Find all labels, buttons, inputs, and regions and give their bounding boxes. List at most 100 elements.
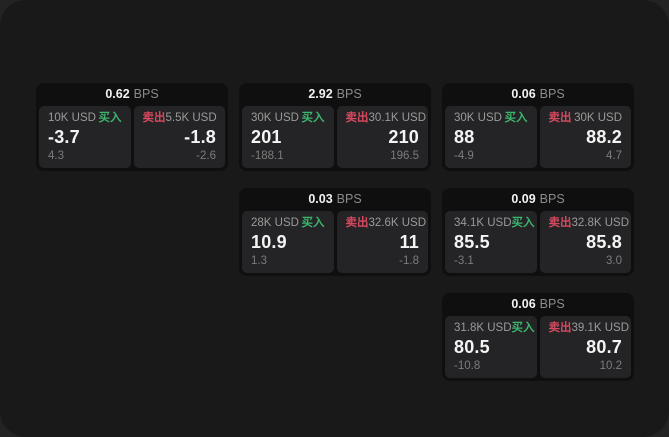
panels-row: 31.8K USD 买入 80.5 -10.8 卖出 39.1K USD 80.… [445,316,631,378]
buy-size-label: 10K USD [48,112,96,124]
sell-price: 80.7 [586,336,622,357]
bps-header: 2.92 BPS [242,83,428,106]
bps-value: 0.06 [511,297,536,312]
buy-toprow: 30K USD 买入 [251,112,325,125]
buy-size-label: 28K USD [251,217,299,229]
buy-price: 85.5 [454,231,490,252]
buy-toprow: 28K USD 买入 [251,217,325,230]
buy-size-label: 30K USD [454,112,502,124]
sell-delta: 3.0 [606,254,622,267]
bps-value: 2.92 [308,87,333,102]
bps-unit-label: BPS [133,87,159,102]
panels-row: 30K USD 买入 201 -188.1 卖出 30.1K USD 210 1… [242,106,428,168]
bps-header: 0.03 BPS [242,188,428,211]
sell-price: 85.8 [586,231,622,252]
buy-price: 201 [251,126,282,147]
sell-side-label: 卖出 [142,112,166,124]
sell-delta: -1.8 [399,254,419,267]
bps-header: 0.06 BPS [445,83,631,106]
sell-panel[interactable]: 卖出 32.6K USD 11 -1.8 [336,211,428,273]
buy-price: -3.7 [48,126,80,147]
sell-price: 88.2 [586,126,622,147]
sell-size-label: 39.1K USD [571,322,630,334]
sell-size-label: 32.6K USD [368,217,427,229]
sell-delta: 196.5 [390,149,419,162]
bps-header: 0.06 BPS [445,293,631,316]
buy-side-label: 买入 [511,217,535,229]
bps-unit-label: BPS [539,297,565,312]
bps-unit-label: BPS [336,87,362,102]
buy-delta: -188.1 [251,149,284,162]
buy-panel[interactable]: 10K USD 买入 -3.7 4.3 [39,106,131,168]
sell-side-label: 卖出 [548,112,572,124]
bps-unit-label: BPS [539,87,565,102]
buy-size-label: 34.1K USD [454,217,512,229]
sell-panel[interactable]: 卖出 30.1K USD 210 196.5 [336,106,428,168]
sell-toprow: 卖出 30K USD [548,112,623,125]
buy-delta: 4.3 [48,149,64,162]
sell-price: 11 [399,231,419,252]
sell-toprow: 卖出 32.8K USD [548,217,630,230]
sell-price: 210 [388,126,419,147]
sell-toprow: 卖出 39.1K USD [549,322,630,335]
panels-row: 34.1K USD 买入 85.5 -3.1 卖出 32.8K USD 85.8… [445,211,631,273]
bps-unit-label: BPS [539,192,565,207]
sell-panel[interactable]: 卖出 30K USD 88.2 4.7 [539,106,631,168]
sell-side-label: 卖出 [345,112,369,124]
sell-side-label: 卖出 [345,217,369,229]
sell-toprow: 卖出 5.5K USD [142,112,217,125]
sell-size-label: 30.1K USD [368,112,427,124]
buy-size-label: 30K USD [251,112,299,124]
quote-card: 0.06 BPS 30K USD 买入 88 -4.9 卖出 30K USD [442,83,634,171]
buy-side-label: 买入 [301,217,325,229]
sell-panel[interactable]: 卖出 5.5K USD -1.8 -2.6 [133,106,225,168]
quote-card: 2.92 BPS 30K USD 买入 201 -188.1 卖出 30.1K … [239,83,431,171]
sell-toprow: 卖出 32.6K USD [345,217,427,230]
quote-card: 0.06 BPS 31.8K USD 买入 80.5 -10.8 卖出 39.1… [442,293,634,381]
buy-size-label: 31.8K USD [454,322,512,334]
quote-cards-grid: 0.62 BPS 10K USD 买入 -3.7 4.3 卖出 5.5K USD [36,83,634,381]
quote-card: 0.03 BPS 28K USD 买入 10.9 1.3 卖出 32.6K US… [239,188,431,276]
buy-toprow: 34.1K USD 买入 [454,217,535,230]
sell-toprow: 卖出 30.1K USD [345,112,427,125]
buy-side-label: 买入 [301,112,325,124]
buy-delta: -4.9 [454,149,474,162]
bps-value: 0.62 [105,87,130,102]
buy-toprow: 30K USD 买入 [454,112,528,125]
buy-delta: -3.1 [454,254,474,267]
sell-delta: 10.2 [599,359,622,372]
quote-card: 0.62 BPS 10K USD 买入 -3.7 4.3 卖出 5.5K USD [36,83,228,171]
sell-price: -1.8 [184,126,216,147]
buy-price: 80.5 [454,336,490,357]
sell-delta: 4.7 [606,149,622,162]
panels-row: 28K USD 买入 10.9 1.3 卖出 32.6K USD 11 -1.8 [242,211,428,273]
sell-side-label: 卖出 [548,217,572,229]
bps-value: 0.09 [511,192,536,207]
quote-card: 0.09 BPS 34.1K USD 买入 85.5 -3.1 卖出 32.8K… [442,188,634,276]
buy-side-label: 买入 [511,322,535,334]
panels-row: 30K USD 买入 88 -4.9 卖出 30K USD 88.2 4.7 [445,106,631,168]
buy-panel[interactable]: 28K USD 买入 10.9 1.3 [242,211,334,273]
buy-price: 10.9 [251,231,287,252]
buy-toprow: 10K USD 买入 [48,112,122,125]
bps-header: 0.09 BPS [445,188,631,211]
buy-panel[interactable]: 31.8K USD 买入 80.5 -10.8 [445,316,537,378]
bps-unit-label: BPS [336,192,362,207]
bps-value: 0.03 [308,192,333,207]
buy-panel[interactable]: 30K USD 买入 88 -4.9 [445,106,537,168]
buy-panel[interactable]: 30K USD 买入 201 -188.1 [242,106,334,168]
sell-size-label: 30K USD [574,112,622,124]
sell-panel[interactable]: 卖出 39.1K USD 80.7 10.2 [539,316,631,378]
buy-toprow: 31.8K USD 买入 [454,322,535,335]
buy-price: 88 [454,126,475,147]
buy-side-label: 买入 [504,112,528,124]
buy-side-label: 买入 [98,112,122,124]
sell-panel[interactable]: 卖出 32.8K USD 85.8 3.0 [539,211,631,273]
panels-row: 10K USD 买入 -3.7 4.3 卖出 5.5K USD -1.8 -2.… [39,106,225,168]
sell-size-label: 5.5K USD [165,112,217,124]
bps-value: 0.06 [511,87,536,102]
sell-size-label: 32.8K USD [571,217,630,229]
buy-panel[interactable]: 34.1K USD 买入 85.5 -3.1 [445,211,537,273]
bps-header: 0.62 BPS [39,83,225,106]
